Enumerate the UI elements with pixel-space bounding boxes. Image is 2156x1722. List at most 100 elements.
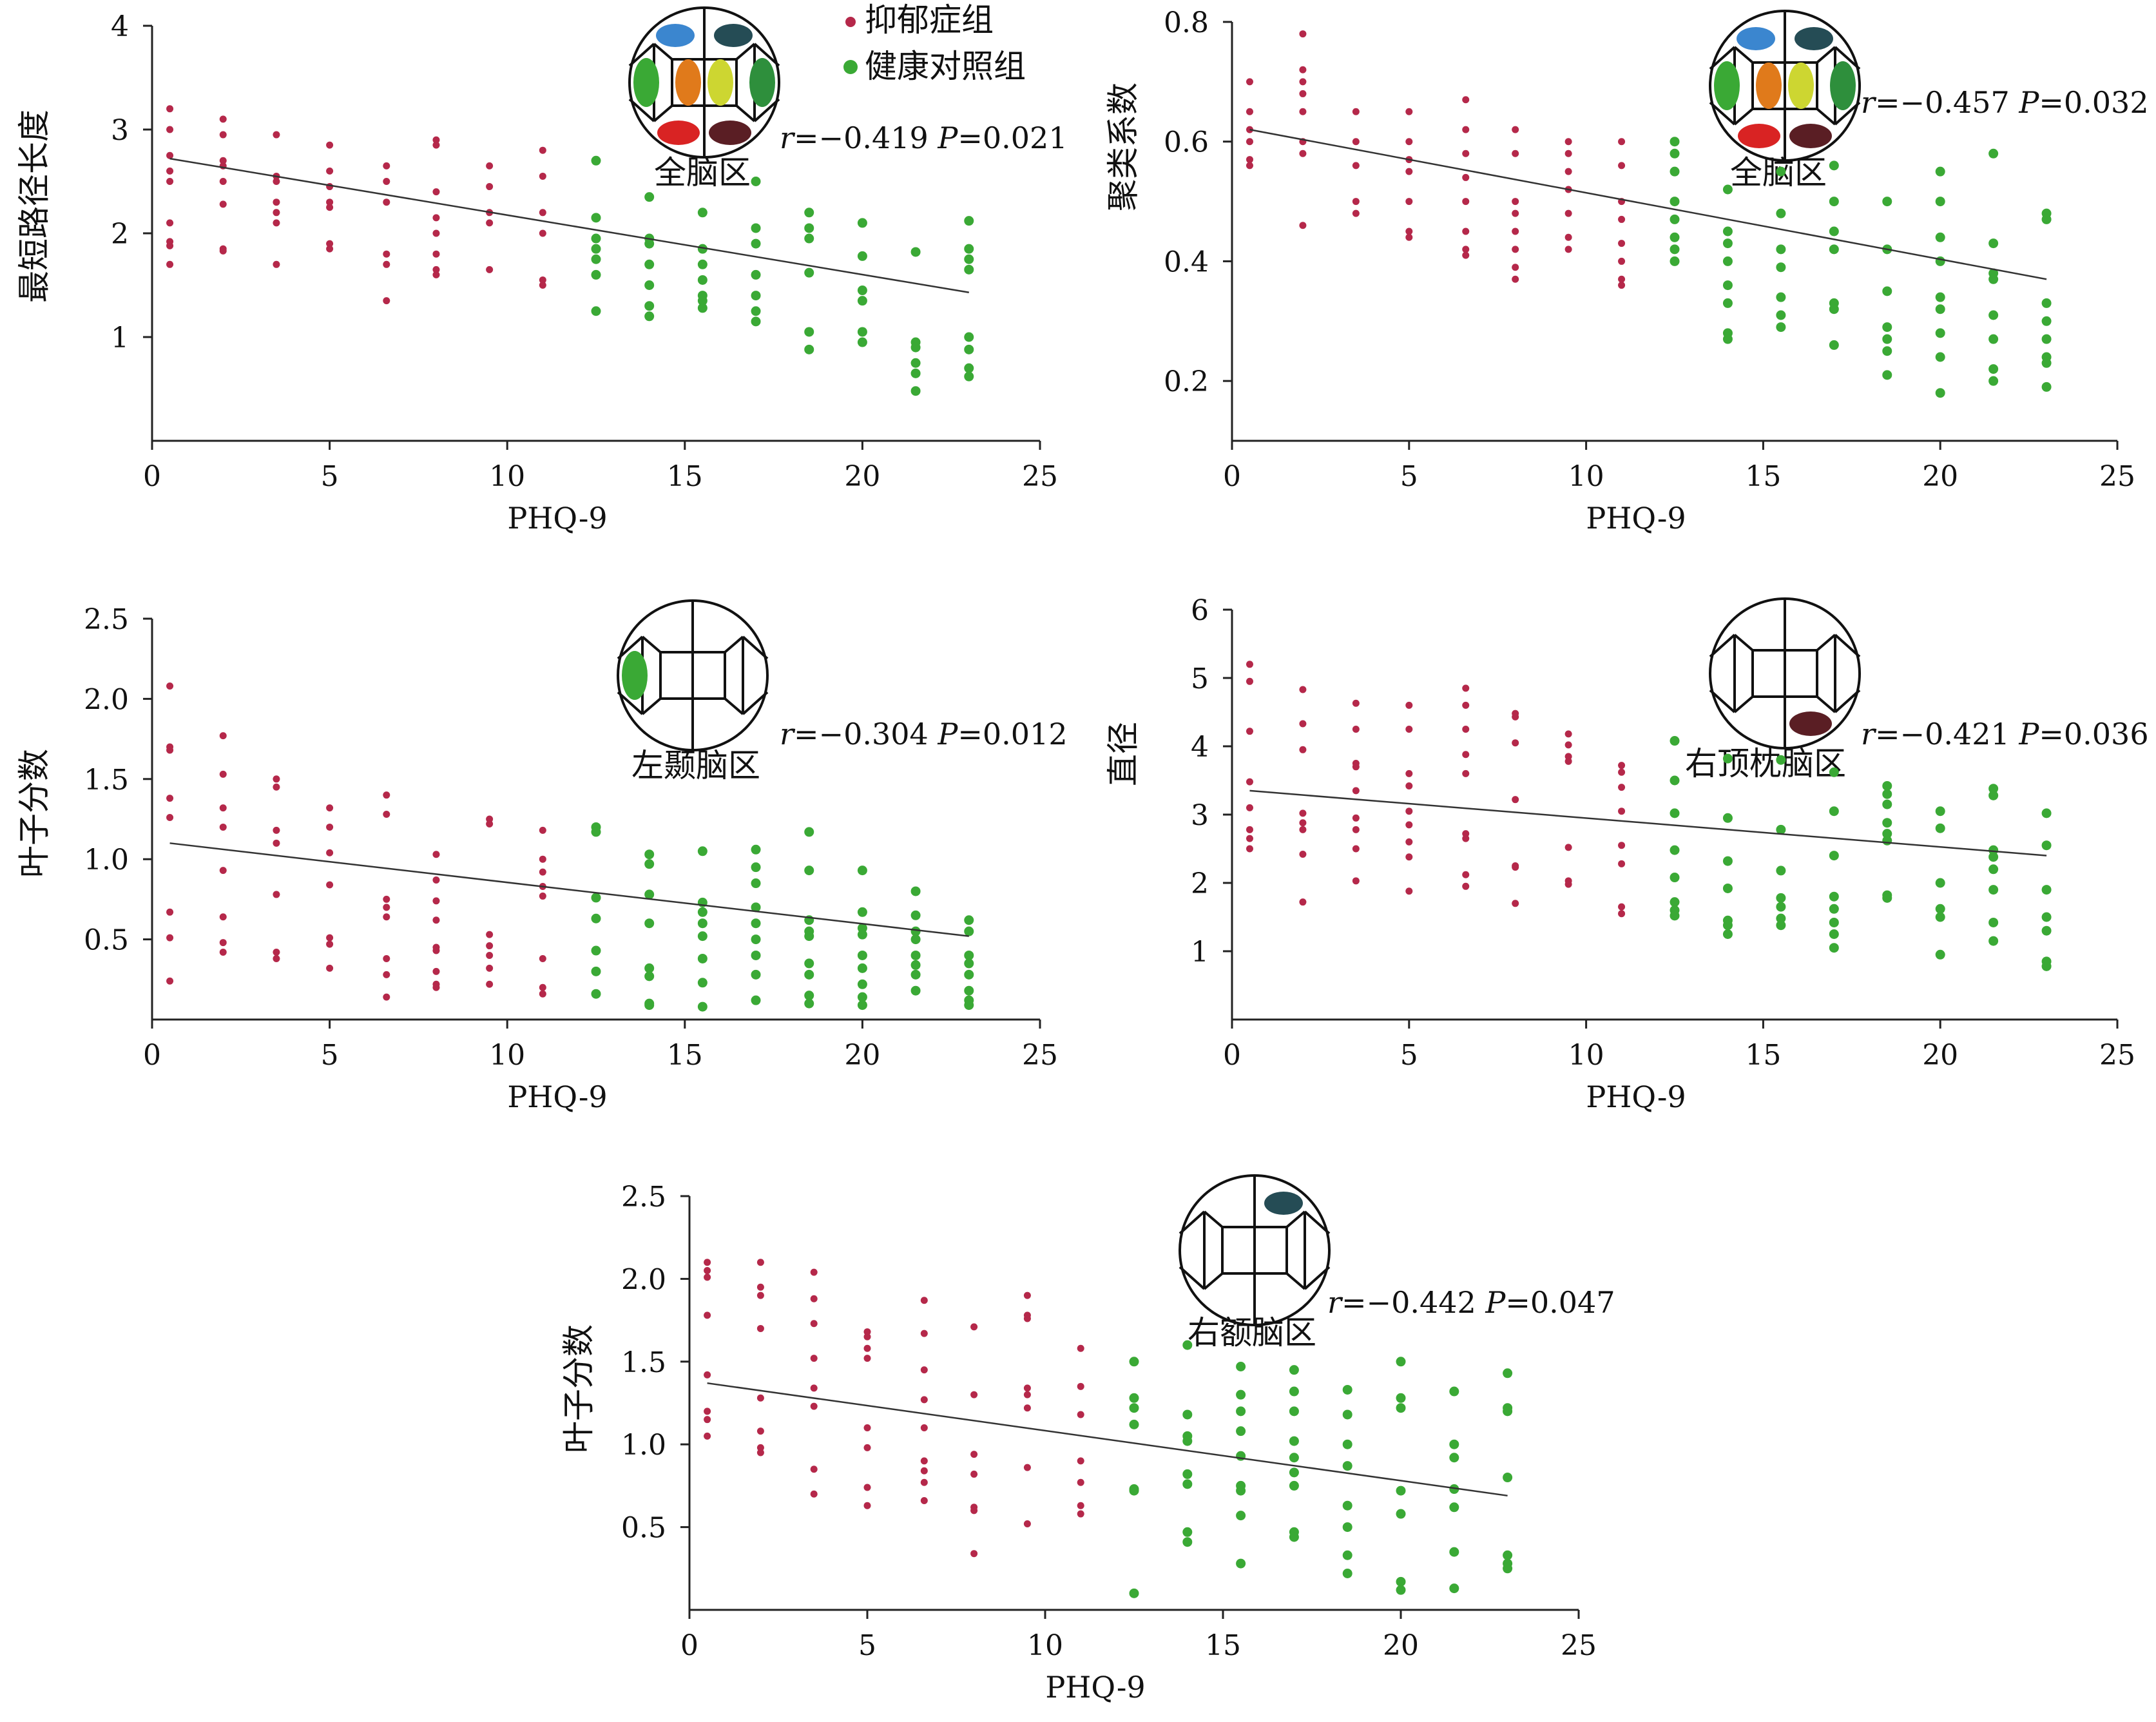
correlation-stat: r=−0.457 P=0.032 <box>1861 85 2149 120</box>
y-tick-label: 0.6 <box>1164 126 1209 159</box>
depression-point <box>1352 108 1360 115</box>
depression-point <box>432 916 440 924</box>
brain-region-left-temporal <box>1714 61 1740 110</box>
depression-point <box>1512 198 1519 206</box>
control-point <box>1935 232 1945 242</box>
control-point <box>1449 1583 1459 1594</box>
control-point <box>1882 346 1892 356</box>
control-point <box>1670 736 1680 746</box>
control-point <box>1988 917 1999 927</box>
x-axis-label: PHQ-9 <box>1586 501 1686 536</box>
depression-point <box>1077 1510 1084 1518</box>
depression-point <box>756 1449 764 1456</box>
depression-point <box>486 951 494 959</box>
brain-region-map-2 <box>1709 10 1861 162</box>
brain-region-left-parieto-occipital <box>1738 124 1780 148</box>
depression-point <box>1512 209 1519 217</box>
regression-line <box>707 1382 1508 1497</box>
depression-point <box>1023 1391 1031 1398</box>
depression-point <box>432 271 440 278</box>
x-tick-label: 5 <box>321 460 339 493</box>
correlation-stat: r=−0.304 P=0.012 <box>780 717 1068 751</box>
control-point <box>1670 232 1680 242</box>
depression-point <box>1023 1292 1031 1299</box>
series-control <box>1670 137 2052 398</box>
control-point <box>697 259 707 269</box>
legend-control-label: 健康对照组 <box>865 48 1026 85</box>
x-tick-label: 0 <box>1223 1039 1241 1072</box>
region-label: 右顶枕脑区 <box>1685 745 1846 782</box>
depression-point <box>863 1355 871 1362</box>
control-point <box>751 306 761 316</box>
brain-line-tl <box>653 43 673 61</box>
regression-line <box>169 157 969 294</box>
depression-point <box>863 1502 871 1509</box>
depression-point <box>432 136 440 144</box>
control-point <box>2041 358 2052 368</box>
brain-line-br2 <box>1834 689 1861 713</box>
control-point <box>1935 292 1945 302</box>
control-point <box>857 1000 867 1011</box>
depression-point <box>1246 156 1253 164</box>
depression-point <box>486 820 494 827</box>
brain-line-bl <box>1733 108 1754 126</box>
brain-inner-rect <box>1751 61 1818 110</box>
depression-point <box>1512 150 1519 157</box>
x-tick-label: 10 <box>1568 460 1604 493</box>
brain-line-tr <box>724 635 744 653</box>
y-tick-label: 5 <box>1191 663 1209 695</box>
depression-point <box>219 115 227 123</box>
correlation-stat: r=−0.419 P=0.021 <box>780 121 1068 155</box>
y-tick-label: 1.0 <box>621 1429 666 1462</box>
control-point <box>1776 824 1786 835</box>
brain-inner-rect <box>671 58 738 107</box>
depression-point <box>756 1259 764 1266</box>
control-point <box>2041 925 2052 936</box>
depression-point <box>326 940 334 948</box>
control-point <box>1396 1585 1406 1595</box>
control-point <box>1503 1406 1513 1417</box>
depression-point <box>1405 198 1413 206</box>
depression-point <box>1618 138 1626 146</box>
control-point <box>1503 1563 1513 1574</box>
depression-point <box>219 157 227 164</box>
depression-point <box>1618 910 1626 918</box>
depression-point <box>1246 804 1253 811</box>
control-point <box>751 177 761 186</box>
control-point <box>857 950 867 960</box>
depression-point <box>810 1490 818 1498</box>
control-point <box>1182 1436 1193 1446</box>
x-tick-label: 0 <box>680 1629 698 1662</box>
brain-region-left-central <box>675 59 701 106</box>
depression-point <box>920 1297 928 1304</box>
depression-point <box>166 746 174 754</box>
depression-point <box>432 876 440 884</box>
depression-point <box>1618 762 1626 769</box>
depression-point <box>1405 227 1413 235</box>
control-point <box>751 862 761 873</box>
depression-point <box>1462 701 1470 709</box>
control-point <box>1988 852 1999 862</box>
control-point <box>964 363 974 373</box>
control-point <box>1988 364 1999 374</box>
control-point <box>751 238 761 249</box>
control-point <box>1182 1469 1193 1479</box>
depression-point <box>1462 96 1470 104</box>
brain-region-right-frontal <box>1795 27 1833 50</box>
depression-point <box>219 867 227 875</box>
depression-point <box>970 1323 978 1331</box>
depression-point <box>1462 769 1470 777</box>
control-point <box>1670 775 1680 786</box>
control-point <box>804 223 814 233</box>
depression-point <box>486 942 494 950</box>
control-point <box>1882 286 1892 296</box>
control-point <box>751 291 761 301</box>
x-tick-label: 5 <box>1400 460 1418 493</box>
brain-line-tl <box>1733 46 1754 64</box>
x-tick-label: 15 <box>667 460 703 493</box>
depression-point <box>1352 726 1360 733</box>
depression-point <box>1512 739 1519 747</box>
depression-point <box>326 240 334 247</box>
brain-region-right-parieto-occipital <box>709 121 751 145</box>
control-point <box>804 991 814 1001</box>
